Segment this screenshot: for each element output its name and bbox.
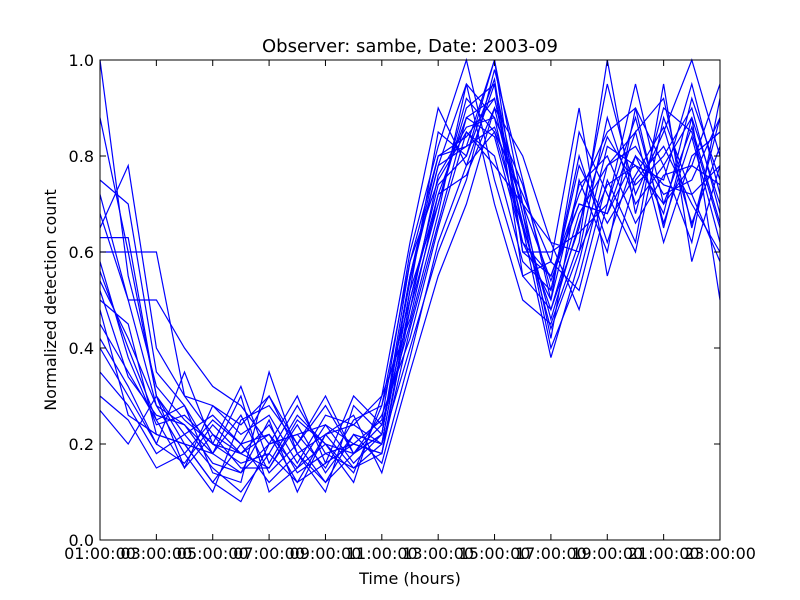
series-line-10 — [99, 69, 721, 469]
series-line-13 — [99, 83, 721, 474]
series-line-2 — [99, 57, 721, 493]
series-line-11 — [99, 98, 721, 484]
series-line-14 — [99, 97, 721, 465]
series-line-12 — [99, 107, 721, 494]
x-tick-label: 23:00:00 — [684, 544, 756, 563]
series-line-19 — [99, 106, 721, 484]
series-line-7 — [99, 59, 721, 470]
x-tick-label: 01:00:00 — [64, 544, 136, 563]
x-axis-label: Time (hours) — [358, 569, 461, 588]
x-tick-label: 15:00:00 — [459, 544, 531, 563]
y-tick-label: 1.0 — [69, 51, 94, 70]
x-tick-label: 05:00:00 — [177, 544, 249, 563]
x-axis: 01:00:0003:00:0005:00:0007:00:0009:00:00… — [64, 60, 756, 563]
x-tick-label: 11:00:00 — [346, 544, 418, 563]
y-axis: 0.0 0.2 0.4 0.6 0.8 1.0 — [69, 51, 720, 550]
series-line-16 — [99, 97, 721, 465]
x-tick-label: 17:00:00 — [515, 544, 587, 563]
x-tick-label: 03:00:00 — [120, 544, 192, 563]
chart-title: Observer: sambe, Date: 2003-09 — [262, 36, 558, 57]
x-tick-label: 13:00:00 — [402, 544, 474, 563]
y-tick-label: 0.2 — [69, 435, 94, 454]
series-line-20 — [99, 126, 721, 484]
y-tick-label: 0.6 — [69, 243, 94, 262]
plot-frame — [99, 59, 721, 541]
x-tick-label: 19:00:00 — [571, 544, 643, 563]
series-line-17 — [99, 76, 721, 474]
x-tick-label: 21:00:00 — [628, 544, 700, 563]
y-tick-label: 0.0 — [69, 531, 94, 550]
series-line-15 — [99, 116, 721, 474]
y-tick-label: 0.8 — [69, 147, 94, 166]
y-axis-label: Normalized detection count — [41, 189, 60, 411]
x-tick-label: 09:00:00 — [290, 544, 362, 563]
series-layer — [99, 57, 721, 503]
x-tick-label: 07:00:00 — [233, 544, 305, 563]
y-tick-label: 0.4 — [69, 339, 94, 358]
